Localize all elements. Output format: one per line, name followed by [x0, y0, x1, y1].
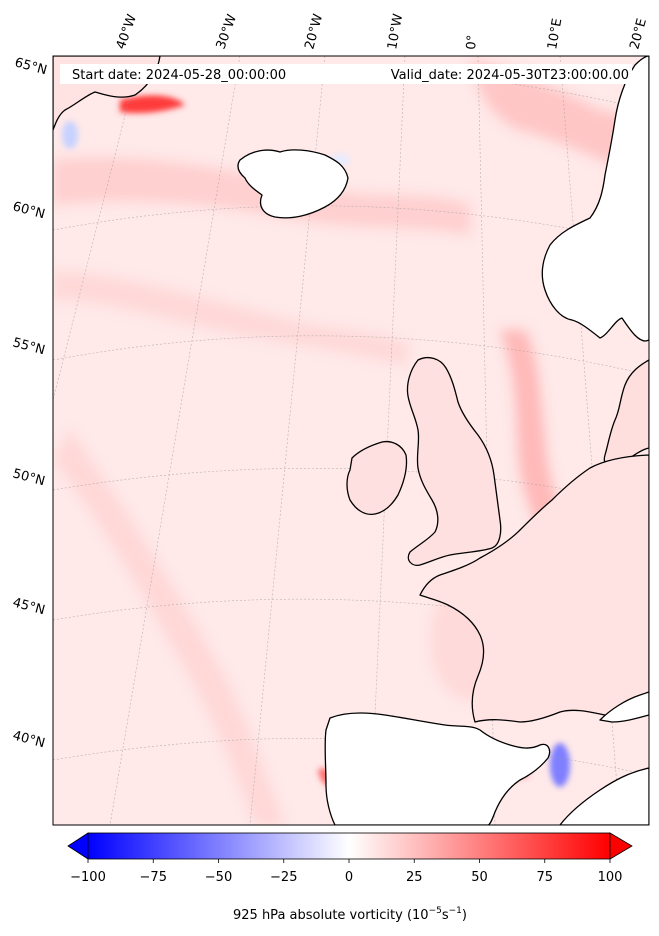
lat-label-65n: 65°N: [13, 55, 49, 78]
start-date-label: Start date: 2024-05-28_00:00:00: [72, 68, 286, 83]
colorbar-tick-label: −25: [270, 870, 297, 885]
colorbar-label-mid: s: [442, 908, 449, 923]
vorticity-max-greenland: [120, 95, 185, 114]
scandinavia-coast: [541, 56, 649, 342]
colorbar-extend-max: [609, 832, 633, 860]
vorticity-band-scandinavia: [470, 60, 649, 180]
colorbar-tick-label: 100: [598, 870, 623, 885]
ireland-coast: [346, 440, 408, 516]
lon-label-10w: 10°W: [385, 13, 406, 51]
lon-label-30w: 30°W: [214, 12, 240, 51]
colorbar-tick-label: −75: [140, 870, 167, 885]
continental-europe-coast: [419, 454, 649, 723]
vorticity-min-greenland: [62, 121, 78, 149]
vorticity-band-central: [53, 270, 410, 365]
colorbar: −100 −75 −50 −25 0 25 50 75 100 925 hPa absolute…: [67, 832, 633, 923]
colorbar-tick-label: 50: [471, 870, 488, 885]
lat-label-55n: 55°N: [11, 335, 47, 358]
lat-label-40n: 40°N: [11, 728, 47, 751]
colorbar-label-close: ): [462, 908, 467, 923]
italy-coast: [599, 691, 649, 723]
lon-label-20w: 20°W: [302, 12, 326, 51]
lon-label-20e: 20°E: [627, 17, 650, 51]
colorbar-tick-label: 25: [406, 870, 423, 885]
lon-label-40w: 40°W: [114, 12, 140, 51]
vorticity-min-mediterranean: [550, 743, 570, 787]
colorbar-ticks: −100 −75 −50 −25 0 25 50 75 100: [70, 859, 622, 885]
colorbar-label-exp1: −5: [429, 906, 442, 916]
colorbar-label-main: 925 hPa absolute vorticity (10: [233, 908, 429, 923]
map-frame: [52, 55, 650, 826]
longitude-labels: 40°W 30°W 20°W 10°W 0° 10°E 20°E: [114, 12, 650, 51]
iberia-coast: [324, 712, 551, 825]
lon-label-0: 0°: [464, 34, 480, 50]
colorbar-label-exp2: −1: [449, 906, 462, 916]
colorbar-tick-label: 75: [536, 870, 553, 885]
latitude-labels: 65°N 60°N 55°N 50°N 45°N 40°N: [11, 55, 49, 751]
header-backdrop: [60, 64, 632, 84]
lon-label-10e: 10°E: [545, 17, 565, 50]
lat-label-50n: 50°N: [11, 466, 47, 489]
map-panel: [53, 56, 649, 825]
colorbar-gradient: [87, 832, 611, 860]
colorbar-extend-min: [67, 832, 89, 860]
lat-label-60n: 60°N: [11, 199, 47, 222]
valid-date-label: Valid_date: 2024-05-30T23:00:00.00: [391, 68, 629, 83]
iceland-coast: [237, 149, 349, 219]
colorbar-tick-label: −50: [205, 870, 232, 885]
vorticity-band-north-sea: [500, 330, 580, 560]
lat-label-45n: 45°N: [11, 595, 47, 618]
africa-coast: [559, 767, 649, 825]
colorbar-label: 925 hPa absolute vorticity (10−5s−1): [233, 906, 467, 923]
great-britain-coast: [406, 357, 502, 566]
colorbar-tick-label: −100: [70, 870, 106, 885]
colorbar-tick-label: 0: [345, 870, 353, 885]
vorticity-band-southwest: [53, 430, 285, 825]
